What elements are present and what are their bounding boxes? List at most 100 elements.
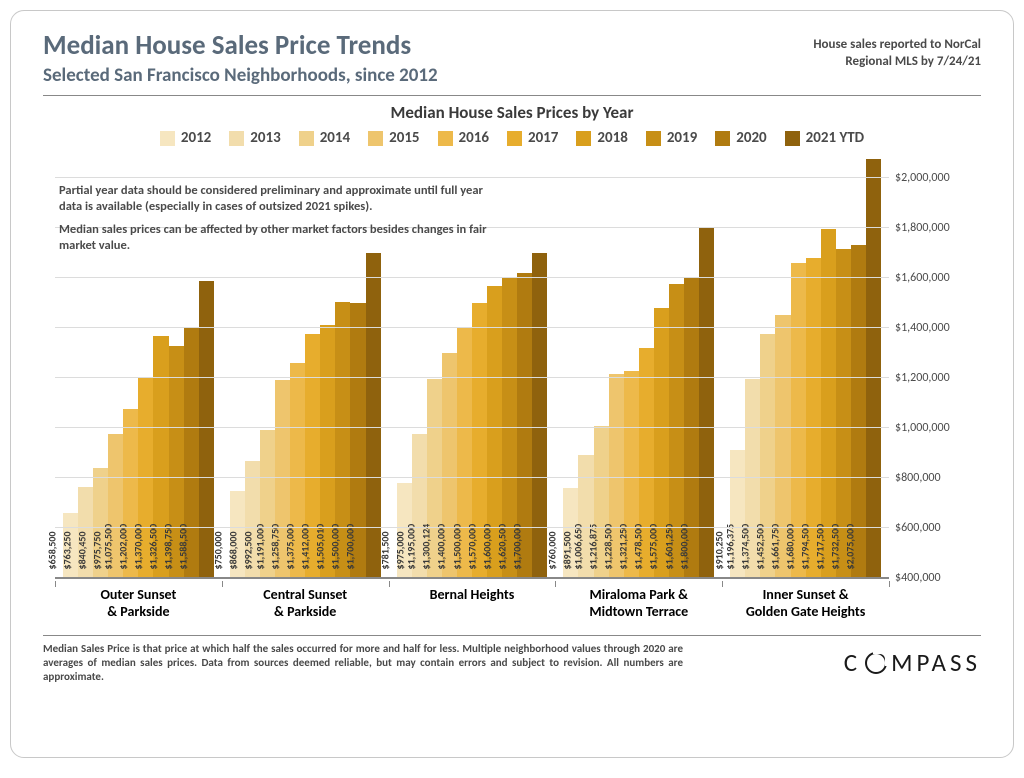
logo-text-pre: C [844, 647, 861, 678]
x-tick [722, 581, 723, 587]
legend-swatch [646, 131, 661, 146]
bar-value-label: $1,300,124 [420, 524, 433, 570]
legend: 2012 2013 2014 2015 2016 2017 2018 2019 2020 2021… [43, 129, 981, 147]
bar-value-label: $1,600,000 [480, 524, 493, 570]
header: Median House Sales Price Trends Selected… [43, 29, 981, 87]
gridline: $1,400,000 [55, 327, 889, 328]
y-axis-label: $1,800,000 [895, 221, 979, 235]
bar-value-label: $1,601,250 [662, 524, 675, 570]
bar-value-label: $868,000 [227, 531, 240, 569]
bar-value-label: $1,794,500 [799, 524, 812, 570]
x-axis-label: Inner Sunset &Golden Gate Heights [722, 581, 889, 633]
bar-value-label: $1,075,500 [101, 524, 114, 570]
bar: $1,700,000 [532, 253, 547, 578]
legend-label: 2018 [597, 129, 627, 147]
bar-value-label: $1,216,875 [587, 524, 600, 570]
bar-value-label: $658,500 [45, 531, 58, 569]
bar-value-label: $1,732,500 [829, 524, 842, 570]
source-note: House sales reported to NorCal Regional … [813, 37, 981, 71]
gridline: $1,600,000 [55, 277, 889, 278]
gridline: $600,000 [55, 527, 889, 528]
x-axis: Outer Sunset& ParksideCentral Sunset& Pa… [55, 581, 889, 633]
bar-value-label: $1,680,000 [784, 524, 797, 570]
bar-value-label: $1,620,500 [495, 524, 508, 570]
chart-frame: Median House Sales Price Trends Selected… [10, 10, 1014, 758]
gridline: $2,000,000 [55, 177, 889, 178]
legend-swatch [576, 131, 591, 146]
x-tick [889, 581, 890, 587]
bar-value-label: $840,450 [75, 531, 88, 569]
legend-item: 2017 [507, 129, 558, 147]
divider [43, 95, 981, 96]
bar: $2,075,000 [866, 159, 881, 578]
bar-value-label: $1,398,750 [162, 524, 175, 570]
legend-swatch [368, 131, 383, 146]
x-tick [55, 581, 56, 587]
legend-item: 2012 [160, 129, 211, 147]
gridline: $1,200,000 [55, 377, 889, 378]
bar-value-label: $1,575,000 [647, 524, 660, 570]
bar-value-label: $1,374,500 [739, 524, 752, 570]
legend-item: 2020 [715, 129, 766, 147]
divider-bottom [43, 635, 981, 636]
legend-swatch [438, 131, 453, 146]
legend-item: 2016 [438, 129, 489, 147]
logo-text-post: MPASS [891, 647, 981, 678]
footer: Median Sales Price is that price at whic… [43, 642, 981, 683]
legend-label: 2014 [320, 129, 350, 147]
note-2: Median sales prices can be affected by o… [59, 222, 499, 253]
y-axis-label: $1,600,000 [895, 271, 979, 285]
bar-value-label: $1,505,010 [314, 524, 327, 570]
bar: $1,700,000 [366, 253, 381, 578]
y-axis-label: $800,000 [895, 471, 979, 485]
legend-swatch [715, 131, 730, 146]
note-1: Partial year data should be considered p… [59, 183, 499, 214]
bar-value-label: $1,500,000 [329, 524, 342, 570]
legend-swatch [160, 131, 175, 146]
title-block: Median House Sales Price Trends Selected… [43, 29, 438, 87]
legend-label: 2015 [389, 129, 419, 147]
y-axis-label: $600,000 [895, 521, 979, 535]
legend-item: 2018 [576, 129, 627, 147]
x-axis-label: Miraloma Park &Midtown Terrace [555, 581, 722, 633]
x-tick [222, 581, 223, 587]
footnote: Median Sales Price is that price at whic… [43, 642, 683, 683]
page-subtitle: Selected San Francisco Neighborhoods, si… [43, 64, 438, 87]
x-tick [555, 581, 556, 587]
legend-label: 2021 YTD [806, 129, 864, 147]
y-axis-label: $1,000,000 [895, 421, 979, 435]
bar-value-label: $1,370,000 [132, 524, 145, 570]
bar-value-label: $1,326,500 [147, 524, 160, 570]
caveat-notes: Partial year data should be considered p… [59, 183, 499, 262]
legend-label: 2017 [528, 129, 558, 147]
legend-swatch [507, 131, 522, 146]
bar-value-label: $1,258,750 [268, 524, 281, 570]
chart-title: Median House Sales Prices by Year [43, 102, 981, 123]
bar-group: $910,250$1,196,375$1,374,500$1,452,500$1… [722, 153, 889, 578]
legend-label: 2016 [459, 129, 489, 147]
bar-value-label: $1,717,500 [814, 524, 827, 570]
bar-value-label: $1,006,650 [572, 524, 585, 570]
legend-swatch [299, 131, 314, 146]
bar-group: $760,000$891,500$1,006,650$1,216,875$1,2… [555, 153, 722, 578]
bar-value-label: $1,661,750 [769, 524, 782, 570]
bar-value-label: $1,700,000 [510, 524, 523, 570]
legend-item: 2019 [646, 129, 697, 147]
source-note-line1: House sales reported to NorCal [813, 37, 981, 54]
legend-swatch [785, 131, 800, 146]
bar-value-label: $1,196,375 [723, 524, 736, 570]
y-axis-label: $2,000,000 [895, 171, 979, 185]
gridline: $800,000 [55, 477, 889, 478]
bar-value-label: $763,250 [60, 531, 73, 569]
compass-o-icon [865, 652, 887, 674]
bar-value-label: $1,202,000 [117, 524, 130, 570]
legend-item: 2015 [368, 129, 419, 147]
legend-item: 2013 [229, 129, 280, 147]
page-title: Median House Sales Price Trends [43, 29, 438, 62]
bar-value-label: $1,191,000 [253, 524, 266, 570]
bar-value-label: $760,000 [545, 531, 558, 569]
legend-item: 2014 [299, 129, 350, 147]
bar-value-label: $750,000 [212, 531, 225, 569]
bar-value-label: $1,228,500 [602, 524, 615, 570]
x-axis-label: Central Sunset& Parkside [222, 581, 389, 633]
